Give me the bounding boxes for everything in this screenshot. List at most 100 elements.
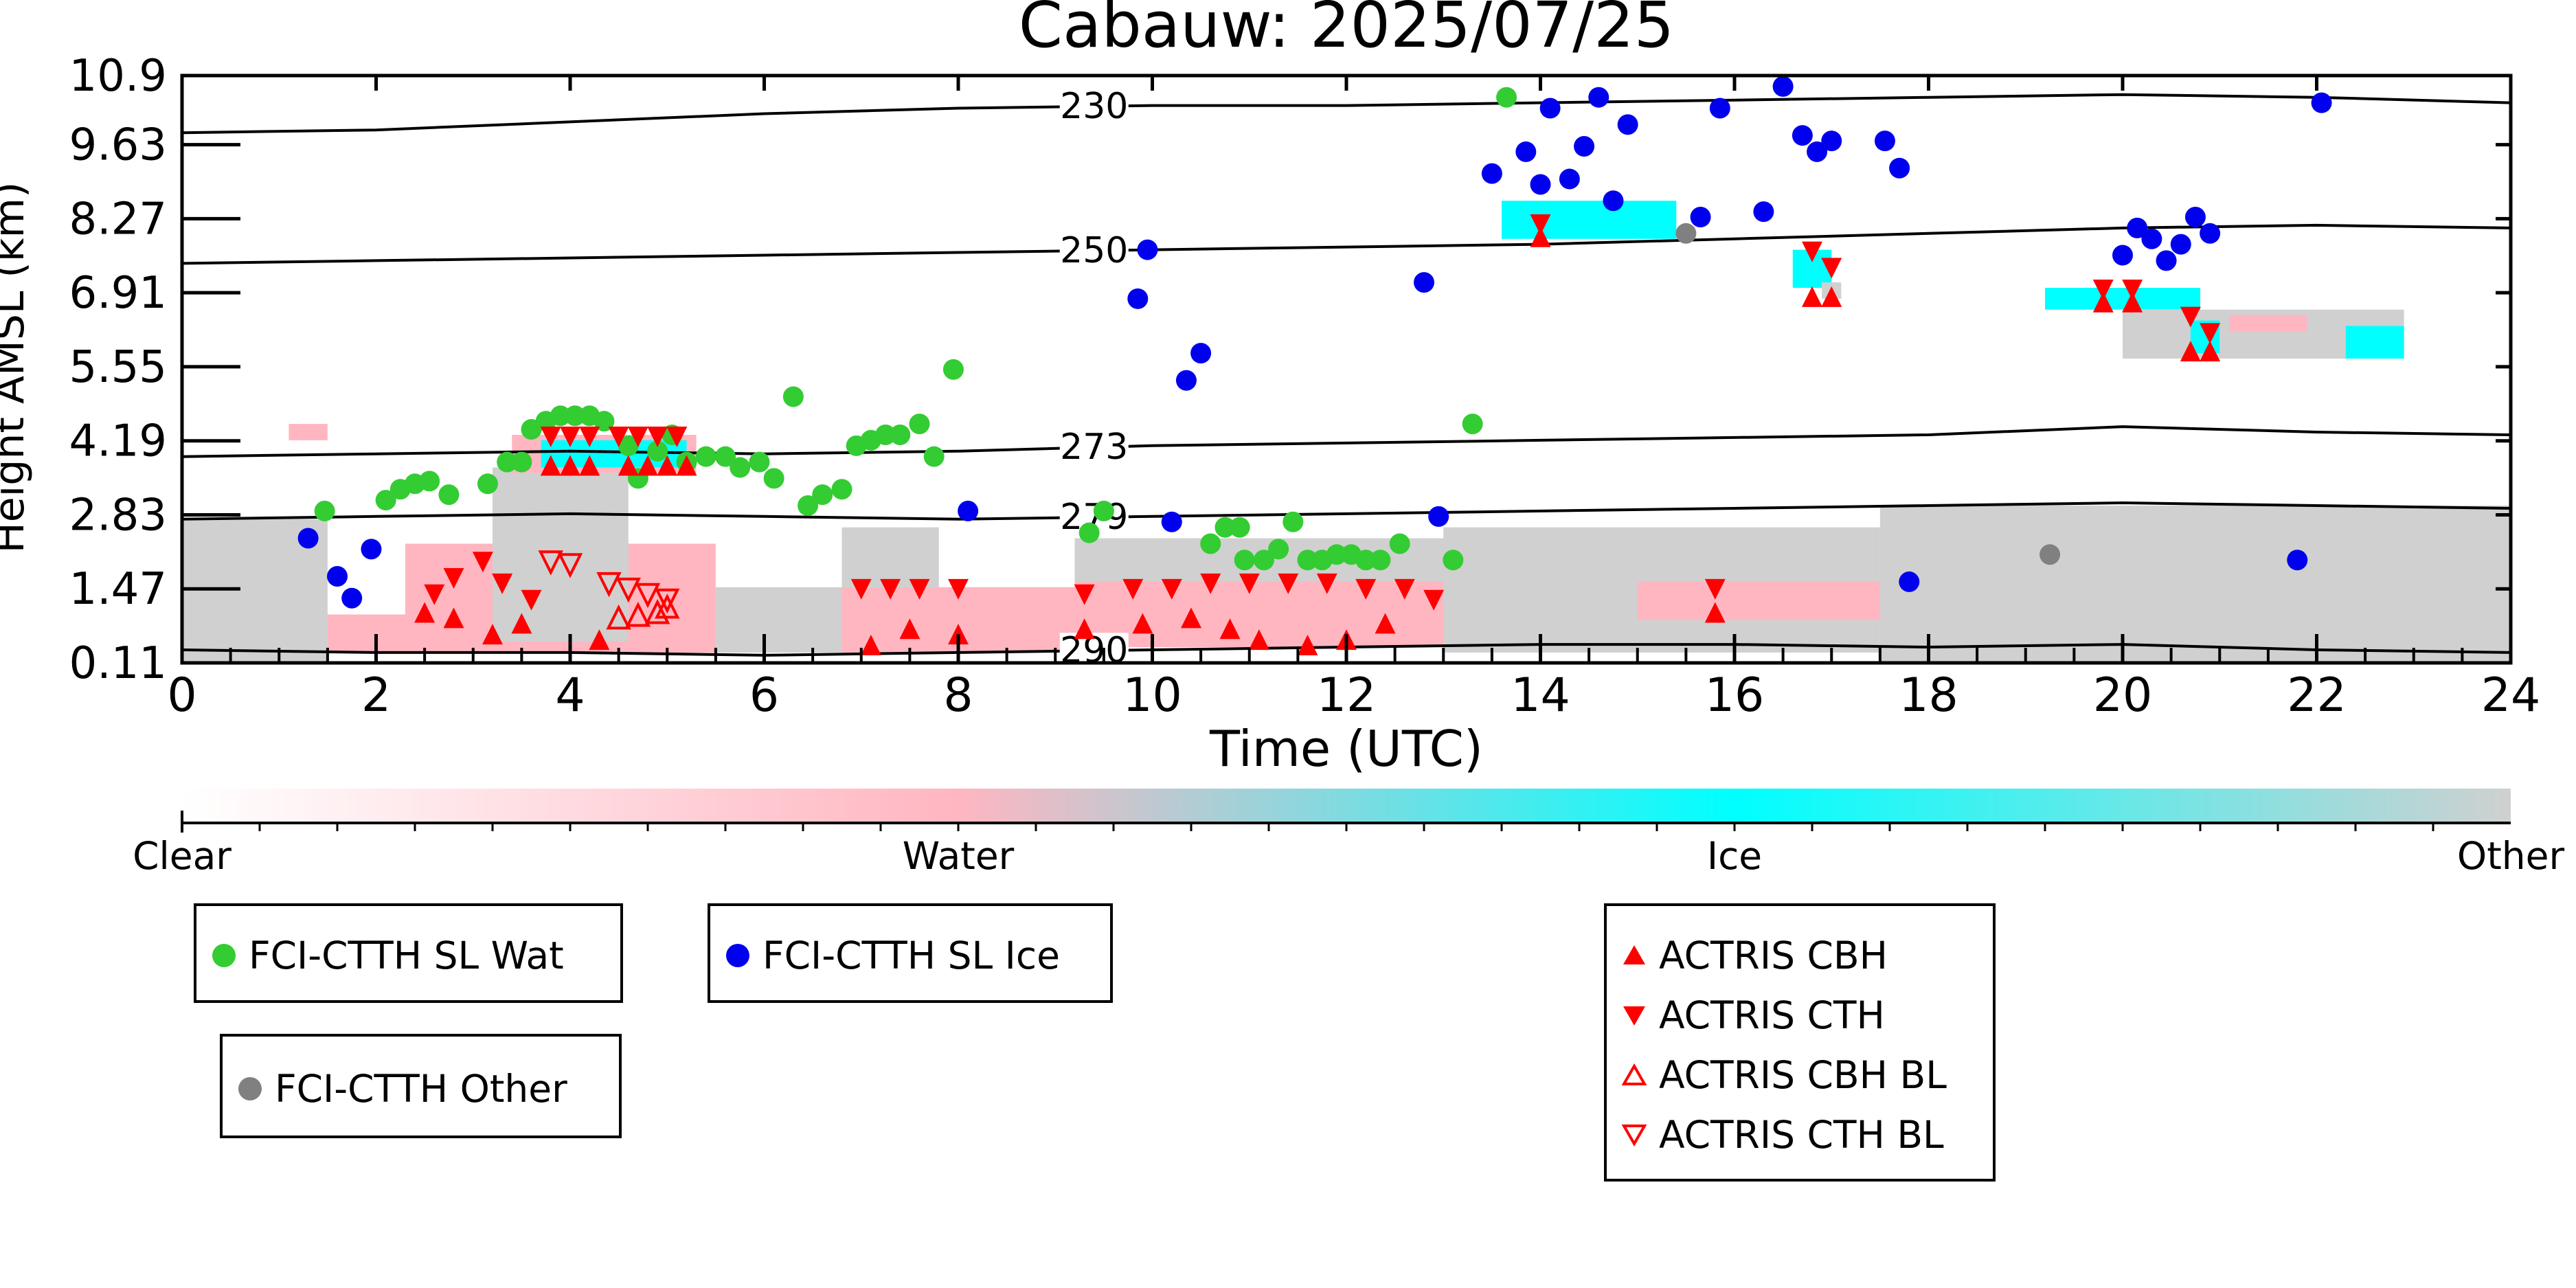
marker-fci-ctth-sl-ice	[1709, 98, 1730, 119]
contour-label-background	[1059, 633, 1129, 663]
marker-fci-ctth-sl-wat	[1268, 539, 1289, 560]
marker-actris-cbh-bl	[625, 601, 651, 627]
legend-label: FCI-CTTH SL Ice	[762, 934, 1060, 978]
marker-fci-ctth-sl-wat	[1443, 550, 1464, 571]
legend-entry: ACTRIS CTH	[1607, 993, 1993, 1037]
x-tick-label: 2	[361, 668, 391, 723]
contour-label: 230	[1060, 86, 1128, 127]
marker-actris-cth	[1074, 584, 1095, 605]
marker-actris-cth-bl	[538, 550, 563, 576]
classification-region-water	[289, 424, 328, 440]
marker-fci-ctth-sl-wat	[1078, 522, 1100, 543]
marker-actris-cth	[647, 426, 668, 447]
marker-fci-ctth-sl-ice	[1603, 190, 1624, 212]
marker-actris-cth	[1423, 589, 1445, 611]
y-tick-label: 10.9	[69, 51, 168, 102]
marker-fci-ctth-other	[2040, 544, 2061, 565]
contour-label: 290	[1060, 630, 1128, 671]
marker-actris-cbh	[1181, 607, 1201, 629]
marker-actris-cth	[1530, 214, 1551, 235]
marker-actris-cbh	[1248, 629, 1269, 651]
marker-actris-cth-bl	[655, 588, 680, 614]
marker-fci-ctth-sl-ice	[1772, 76, 1794, 97]
marker-actris-cbh	[1132, 613, 1153, 634]
triangle-up-outline-icon	[1621, 1063, 1647, 1085]
marker-fci-ctth-sl-wat	[1297, 550, 1318, 571]
marker-actris-cth	[560, 426, 580, 447]
marker-fci-ctth-sl-wat	[647, 440, 668, 462]
marker-fci-ctth-sl-wat	[419, 471, 440, 492]
marker-actris-cbh	[414, 602, 436, 623]
marker-fci-ctth-sl-ice	[1588, 87, 1609, 108]
marker-actris-cth	[1704, 578, 1726, 600]
marker-actris-cbh	[2200, 341, 2221, 362]
temperature-contour-line	[182, 223, 2511, 265]
x-tick-label: 14	[1511, 668, 1570, 723]
marker-fci-ctth-sl-wat	[565, 405, 586, 427]
marker-fci-ctth-sl-wat	[1496, 87, 1517, 108]
y-tick-label: 0.11	[69, 638, 168, 689]
classification-region-water	[1637, 581, 1880, 620]
marker-fci-ctth-sl-ice	[1821, 131, 1842, 152]
marker-actris-cbh	[676, 455, 697, 476]
marker-fci-ctth-sl-wat	[890, 424, 911, 445]
marker-fci-ctth-sl-ice	[2311, 92, 2332, 113]
legend-actris: ACTRIS CBH ACTRIS CTH ACTRIS CBH BL ACTR…	[1604, 903, 1996, 1182]
temperature-contour-line	[182, 425, 2511, 458]
marker-fci-ctth-sl-ice	[2112, 245, 2133, 266]
marker-actris-cth	[1355, 578, 1377, 600]
marker-actris-cbh	[1821, 286, 1842, 307]
marker-actris-cth	[666, 426, 688, 447]
legend-label: ACTRIS CTH BL	[1659, 1113, 1944, 1157]
marker-fci-ctth-sl-ice	[1190, 343, 1212, 364]
marker-fci-ctth-sl-wat	[438, 484, 460, 506]
marker-fci-ctth-sl-ice	[1574, 136, 1595, 157]
marker-fci-ctth-sl-ice	[1127, 288, 1149, 309]
marker-actris-cth-bl	[596, 572, 622, 598]
marker-fci-ctth-sl-ice	[297, 528, 319, 549]
marker-fci-ctth-sl-ice	[341, 587, 363, 609]
legend-label: ACTRIS CTH	[1659, 993, 1885, 1037]
marker-fci-ctth-sl-wat	[1462, 414, 1483, 435]
marker-actris-cth	[1161, 578, 1182, 600]
marker-actris-cbh	[589, 629, 610, 651]
marker-actris-cth	[1122, 578, 1144, 600]
marker-fci-ctth-sl-ice	[361, 539, 382, 560]
marker-fci-ctth-sl-wat	[511, 451, 532, 473]
x-tick-label: 24	[2481, 668, 2541, 723]
marker-actris-cbh	[1802, 286, 1822, 307]
classification-region-ice	[2345, 326, 2404, 359]
marker-actris-cbh	[2180, 341, 2201, 362]
colorbar-label-clear: Clear	[133, 834, 231, 878]
marker-actris-cth	[2180, 306, 2201, 328]
x-tick-label: 12	[1317, 668, 1377, 723]
x-tick-label: 6	[749, 668, 779, 723]
marker-fci-ctth-sl-ice	[1414, 272, 1434, 293]
marker-fci-ctth-sl-wat	[1283, 511, 1304, 532]
classification-region-ice	[2045, 288, 2200, 310]
marker-fci-ctth-sl-wat	[1326, 544, 1347, 565]
marker-actris-cth	[880, 578, 901, 600]
marker-fci-ctth-sl-wat	[730, 457, 751, 478]
marker-fci-ctth-sl-wat	[618, 435, 639, 456]
marker-actris-cbh	[560, 455, 580, 476]
marker-actris-cbh	[2092, 291, 2114, 313]
marker-fci-ctth-sl-ice	[1807, 141, 1828, 162]
marker-fci-ctth-sl-wat	[1234, 550, 1255, 571]
marker-actris-cbh	[618, 455, 639, 476]
marker-fci-ctth-sl-wat	[909, 414, 930, 435]
x-tick-label: 4	[555, 668, 585, 723]
green-circle-marker-icon	[212, 944, 236, 967]
marker-actris-cth	[608, 426, 629, 447]
marker-fci-ctth-sl-wat	[875, 424, 896, 445]
marker-fci-ctth-sl-ice	[1137, 239, 1158, 260]
legend-entry: FCI-CTTH SL Wat	[196, 934, 620, 978]
y-tick-label: 5.55	[69, 342, 168, 393]
marker-fci-ctth-sl-ice	[1530, 174, 1551, 195]
marker-fci-ctth-sl-wat	[314, 500, 335, 521]
legend-entry: FCI-CTTH Other	[223, 1067, 619, 1111]
marker-actris-cbh	[860, 635, 881, 656]
marker-fci-ctth-sl-ice	[2184, 207, 2206, 228]
marker-fci-ctth-sl-ice	[1481, 163, 1502, 184]
